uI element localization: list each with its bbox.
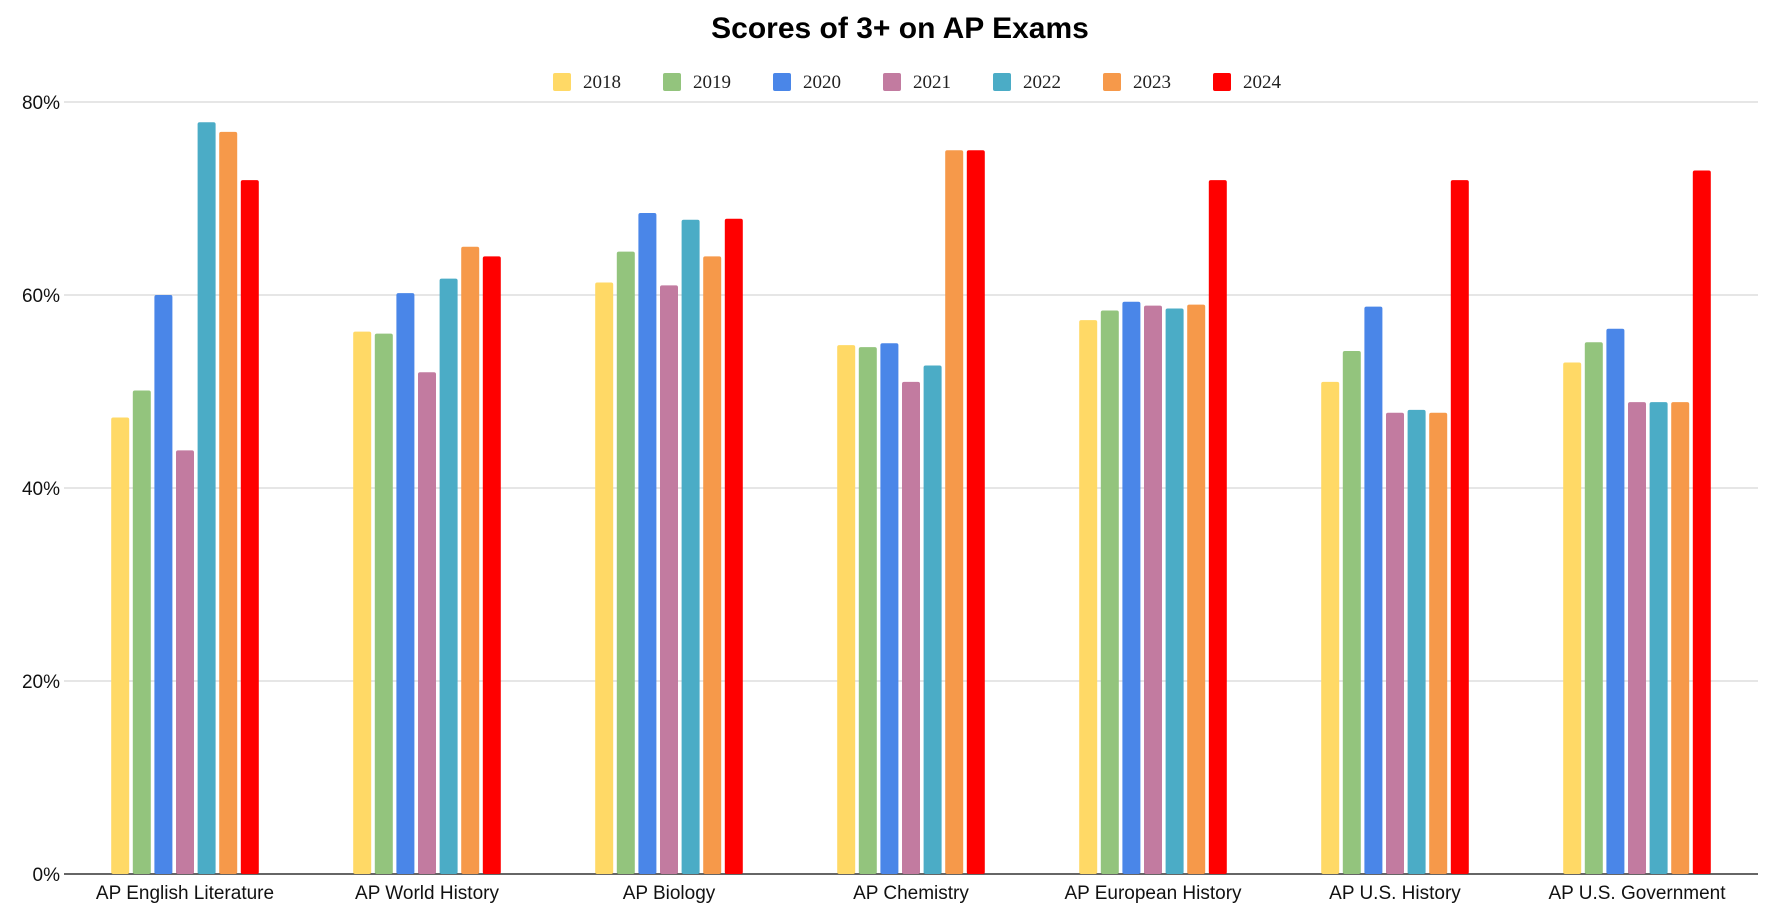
legend-swatch	[1213, 73, 1231, 91]
legend-item-2023[interactable]: 2023	[1103, 72, 1171, 93]
legend-label: 2024	[1243, 72, 1282, 93]
y-tick-label: 20%	[22, 672, 60, 693]
legend-label: 2021	[913, 72, 951, 93]
legend-label: 2018	[583, 72, 621, 93]
bar-2020-ap-chemistry	[880, 343, 899, 874]
bar-2019-ap-european-history	[1100, 310, 1119, 874]
bar-2021-ap-u-s-history	[1386, 412, 1404, 874]
bar-2019-ap-u-s-government	[1584, 342, 1603, 874]
bar-2023-ap-u-s-government	[1671, 402, 1690, 874]
bar-2022-ap-european-history	[1165, 308, 1184, 874]
legend-label: 2019	[693, 72, 731, 93]
bar-2020-ap-english-literature	[154, 295, 173, 874]
bar-2021-ap-world-history	[418, 372, 436, 874]
bar-2024-ap-world-history	[482, 256, 501, 874]
legend-swatch	[663, 73, 681, 91]
x-category-label: AP World History	[355, 883, 499, 904]
bar-2021-ap-english-literature	[176, 450, 194, 874]
legend-label: 2020	[803, 72, 841, 93]
bar-2019-ap-biology	[616, 251, 635, 874]
chart-title: Scores of 3+ on AP Exams	[711, 12, 1089, 45]
bar-2022-ap-u-s-government	[1649, 402, 1668, 874]
bar-2022-ap-biology	[681, 219, 700, 875]
y-tick-label: 40%	[22, 479, 60, 500]
bar-2019-ap-u-s-history	[1342, 350, 1361, 875]
bar-2020-ap-u-s-government	[1606, 328, 1625, 874]
x-category-label: AP Chemistry	[853, 883, 969, 904]
bar-2024-ap-u-s-history	[1450, 180, 1469, 875]
bar-2021-ap-biology	[660, 285, 678, 875]
y-tick-label: 80%	[22, 93, 60, 114]
legend-item-2018[interactable]: 2018	[553, 72, 621, 93]
bar-2019-ap-chemistry	[858, 347, 877, 874]
legend-item-2022[interactable]: 2022	[993, 72, 1061, 93]
bar-2024-ap-u-s-government	[1692, 170, 1711, 874]
bar-2021-ap-chemistry	[902, 381, 920, 874]
bar-2023-ap-biology	[703, 256, 722, 874]
bars	[111, 122, 1711, 875]
bar-2023-ap-chemistry	[945, 150, 964, 874]
bar-2019-ap-english-literature	[132, 390, 151, 874]
y-tick-label: 0%	[33, 865, 61, 886]
bar-2020-ap-biology	[638, 212, 657, 875]
y-tick-label: 60%	[22, 286, 60, 307]
bar-2023-ap-world-history	[461, 246, 480, 874]
bar-2018-ap-u-s-history	[1321, 381, 1340, 874]
legend-label: 2023	[1133, 72, 1171, 93]
legend-label: 2022	[1023, 72, 1061, 93]
x-category-label: AP European History	[1064, 883, 1242, 904]
bar-2018-ap-biology	[595, 282, 614, 875]
bar-2024-ap-english-literature	[240, 180, 259, 875]
x-category-label: AP U.S. History	[1329, 883, 1461, 904]
legend-item-2019[interactable]: 2019	[663, 72, 731, 93]
bar-2021-ap-u-s-government	[1628, 402, 1646, 874]
bar-2018-ap-world-history	[353, 331, 372, 874]
bar-2021-ap-european-history	[1144, 305, 1162, 874]
bar-2022-ap-u-s-history	[1407, 409, 1426, 874]
bar-2024-ap-chemistry	[966, 150, 985, 874]
legend-swatch	[553, 73, 571, 91]
legend-swatch	[993, 73, 1011, 91]
legend-item-2020[interactable]: 2020	[773, 72, 841, 93]
legend-item-2024[interactable]: 2024	[1213, 72, 1282, 93]
bar-2024-ap-biology	[724, 218, 743, 874]
x-axis-labels: AP English Literature AP World History AP …	[96, 883, 1726, 904]
legend-item-2021[interactable]: 2021	[883, 72, 951, 93]
x-category-label: AP Biology	[623, 883, 716, 904]
legend-swatch	[1103, 73, 1121, 91]
bar-2018-ap-english-literature	[111, 417, 130, 874]
legend-swatch	[883, 73, 901, 91]
bar-2018-ap-european-history	[1079, 320, 1098, 875]
bar-2018-ap-u-s-government	[1563, 362, 1582, 874]
bar-2020-ap-world-history	[396, 293, 415, 874]
bar-2023-ap-english-literature	[219, 131, 238, 875]
bar-2022-ap-chemistry	[923, 365, 942, 874]
bar-2023-ap-european-history	[1187, 304, 1206, 874]
legend-swatch	[773, 73, 791, 91]
bar-2022-ap-english-literature	[197, 122, 216, 874]
legend: 2018 2019 2020 2021 2022 2023 2024	[553, 72, 1282, 93]
bar-2019-ap-world-history	[374, 333, 393, 875]
bar-2020-ap-european-history	[1122, 301, 1141, 874]
y-axis-ticks: 0% 20% 40% 60% 80%	[22, 93, 60, 886]
x-category-label: AP U.S. Government	[1548, 883, 1726, 904]
bar-2018-ap-chemistry	[837, 345, 856, 874]
bar-2023-ap-u-s-history	[1429, 412, 1448, 874]
bar-2024-ap-european-history	[1208, 180, 1227, 875]
bar-2020-ap-u-s-history	[1364, 306, 1383, 875]
x-category-label: AP English Literature	[96, 883, 274, 904]
bar-2022-ap-world-history	[439, 278, 458, 875]
